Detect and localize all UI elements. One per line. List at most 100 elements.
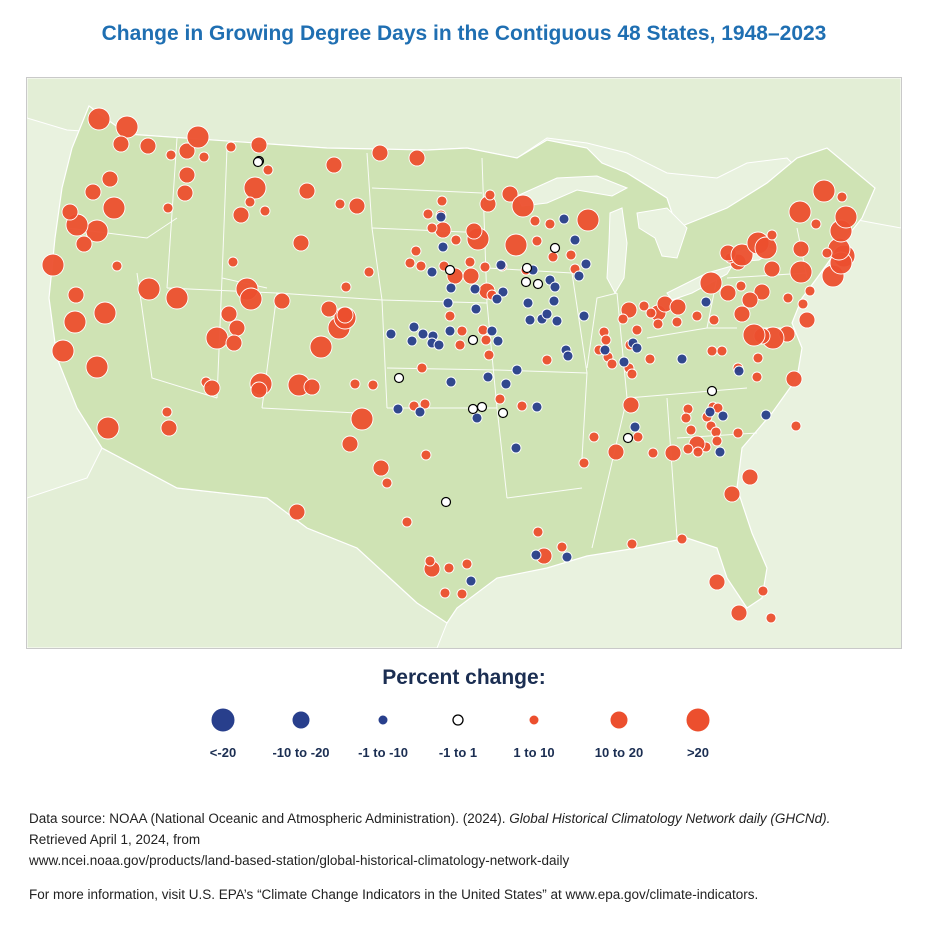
station-marker-pos10-20 (371, 144, 389, 162)
station-marker-pos1-10 (480, 334, 492, 346)
station-marker-neg1-10 (445, 376, 457, 388)
station-marker-gt20 (102, 196, 126, 220)
station-marker-pos10-20 (84, 183, 102, 201)
station-marker-pos1-10 (626, 368, 638, 380)
station-marker-neg1-10 (524, 314, 536, 326)
station-marker-neg1-10 (629, 421, 641, 433)
station-marker-pos1-10 (340, 281, 352, 293)
map-title: Change in Growing Degree Days in the Con… (101, 22, 827, 45)
station-marker-neg1-10 (385, 328, 397, 340)
station-marker-pos10-20 (792, 240, 810, 258)
station-marker-neg1-10 (561, 551, 573, 563)
station-marker-pos1-10 (516, 400, 528, 412)
station-marker-pos10-20 (763, 260, 781, 278)
station-marker-pos1-10 (444, 310, 456, 322)
station-marker-neutral (521, 262, 533, 274)
station-marker-pos1-10 (111, 260, 123, 272)
station-marker-pos1-10 (682, 443, 694, 455)
station-marker-pos1-10 (716, 345, 728, 357)
station-marker-pos10-20 (225, 334, 243, 352)
station-marker-pos1-10 (578, 457, 590, 469)
station-marker-pos10-20 (112, 135, 130, 153)
station-marker-gt20 (243, 176, 267, 200)
station-marker-pos10-20 (250, 136, 268, 154)
station-marker-pos1-10 (765, 612, 777, 624)
station-marker-pos10-20 (622, 396, 640, 414)
station-marker-pos10-20 (741, 468, 759, 486)
station-marker-pos1-10 (732, 427, 744, 439)
station-marker-neg1-10 (530, 549, 542, 561)
map-panel (26, 77, 902, 649)
station-marker-neg1-10 (510, 442, 522, 454)
station-marker-gt20 (789, 260, 813, 284)
station-marker-pos1-10 (644, 353, 656, 365)
station-marker-neg1-10 (392, 403, 404, 415)
station-marker-gt20 (504, 233, 528, 257)
station-marker-pos10-20 (723, 485, 741, 503)
station-marker-neg1-10 (569, 234, 581, 246)
station-marker-pos10-20 (372, 459, 390, 477)
station-marker-neg1-10 (541, 308, 553, 320)
station-marker-neg1-10 (406, 335, 418, 347)
station-marker-gt20 (137, 277, 161, 301)
legend-label-lt-neg20: <-20 (209, 745, 237, 760)
station-marker-pos10-20 (101, 170, 119, 188)
station-marker-pos1-10 (479, 261, 491, 273)
station-marker-neg1-10 (442, 297, 454, 309)
station-marker-pos1-10 (692, 446, 704, 458)
legend-item-neg10-20: -10 to -20 (256, 700, 346, 770)
station-marker-pos1-10 (367, 379, 379, 391)
legend: <-20 -10 to -20 -1 to -10 -1 to 1 1 to 1… (0, 700, 928, 770)
station-marker-neg1-10 (618, 356, 630, 368)
station-marker-gt20 (511, 194, 535, 218)
station-marker-pos1-10 (456, 325, 468, 337)
legend-label-pos1-10: 1 to 10 (513, 745, 555, 760)
station-marker-pos1-10 (632, 431, 644, 443)
station-marker-neg1-10 (549, 281, 561, 293)
station-marker-neg1-10 (426, 266, 438, 278)
station-marker-pos1-10 (381, 477, 393, 489)
legend-label-neutral: -1 to 1 (438, 745, 478, 760)
station-marker-pos1-10 (680, 412, 692, 424)
station-marker-pos10-20 (176, 184, 194, 202)
legend-label-pos10-20: 10 to 20 (594, 745, 644, 760)
station-marker-pos1-10 (652, 318, 664, 330)
station-marker-neg1-10 (497, 286, 509, 298)
station-marker-pos1-10 (797, 298, 809, 310)
station-marker-gt20 (350, 407, 374, 431)
station-marker-pos1-10 (404, 257, 416, 269)
station-marker-neg1-10 (465, 575, 477, 587)
station-marker-neg1-10 (444, 325, 456, 337)
station-marker-pos1-10 (450, 234, 462, 246)
station-marker-pos1-10 (556, 541, 568, 553)
station-marker-pos10-20 (178, 166, 196, 184)
station-marker-pos1-10 (420, 449, 432, 461)
station-marker-pos10-20 (250, 381, 268, 399)
station-marker-pos1-10 (782, 292, 794, 304)
station-marker-pos1-10 (456, 588, 468, 600)
station-marker-pos10-20 (288, 503, 306, 521)
station-marker-neutral (706, 385, 718, 397)
legend-symbol-pos10-20 (609, 710, 629, 730)
station-marker-neg1-10 (631, 342, 643, 354)
station-marker-gt20 (165, 286, 189, 310)
station-marker-pos10-20 (719, 284, 737, 302)
station-marker-pos1-10 (424, 555, 436, 567)
legend-label-gt20: >20 (686, 745, 710, 760)
station-marker-pos1-10 (606, 358, 618, 370)
station-marker-pos10-20 (465, 222, 483, 240)
station-marker-neg1-10 (482, 371, 494, 383)
source-prefix: Data source: NOAA (National Oceanic and … (29, 811, 506, 826)
station-marker-pos10-20 (232, 206, 250, 224)
station-marker-pos1-10 (259, 205, 271, 217)
station-marker-pos10-20 (753, 283, 771, 301)
station-marker-neutral (520, 276, 532, 288)
station-marker-neg1-10 (511, 364, 523, 376)
station-marker-pos10-20 (178, 142, 196, 160)
station-markers (41, 107, 858, 624)
station-marker-neg1-10 (435, 211, 447, 223)
station-marker-neutral (532, 278, 544, 290)
legend-item-lt-neg20: <-20 (178, 700, 268, 770)
station-marker-neg1-10 (471, 412, 483, 424)
station-marker-pos10-20 (434, 221, 452, 239)
